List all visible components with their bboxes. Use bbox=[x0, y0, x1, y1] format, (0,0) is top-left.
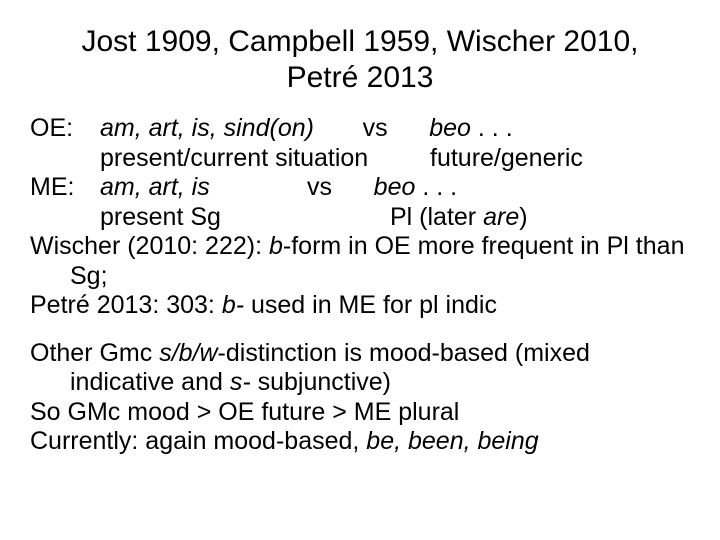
me-vs: vs bbox=[210, 173, 374, 201]
slide: Jost 1909, Campbell 1959, Wischer 2010, … bbox=[0, 0, 720, 540]
me-line1: am, art, is vs beo . . . bbox=[100, 173, 690, 203]
oe-left: present/current situation bbox=[100, 144, 430, 174]
spacer bbox=[30, 321, 690, 339]
me-right: Pl (later are) bbox=[390, 203, 528, 233]
slide-title: Jost 1909, Campbell 1959, Wischer 2010, … bbox=[30, 24, 690, 96]
oe-dots: . . . bbox=[471, 114, 513, 142]
petre-line: Petré 2013: 303: b- used in ME for pl in… bbox=[30, 291, 690, 321]
me-beo: beo bbox=[374, 173, 416, 201]
oe-right: future/generic bbox=[430, 144, 583, 174]
wischer-line: Wischer (2010: 222): b-form in OE more f… bbox=[30, 232, 690, 291]
title-line-2: Petré 2013 bbox=[287, 61, 434, 94]
oe-vs: vs bbox=[314, 114, 429, 142]
oe-forms: am, art, is, sind(on) bbox=[100, 114, 314, 142]
me-label: ME: bbox=[30, 173, 100, 203]
oe-row-1: OE: am, art, is, sind(on) vs beo . . . bbox=[30, 114, 690, 144]
me-line2: present SgPl (later are) bbox=[100, 203, 690, 233]
me-row-2: present SgPl (later are) bbox=[30, 203, 690, 233]
oe-line1: am, art, is, sind(on) vs beo . . . bbox=[100, 114, 690, 144]
oe-beo: beo bbox=[429, 114, 471, 142]
me-row-1: ME: am, art, is vs beo . . . bbox=[30, 173, 690, 203]
slide-body: OE: am, art, is, sind(on) vs beo . . . p… bbox=[30, 114, 690, 457]
me-left: present Sg bbox=[100, 203, 390, 233]
me-forms: am, art, is bbox=[100, 173, 210, 201]
oe-row-2: present/current situationfuture/generic bbox=[30, 144, 690, 174]
oe-line2: present/current situationfuture/generic bbox=[100, 144, 690, 174]
me-dots: . . . bbox=[415, 173, 457, 201]
other-line: Other Gmc s/b/w-distinction is mood-base… bbox=[30, 339, 690, 398]
oe-label: OE: bbox=[30, 114, 100, 144]
currently-line: Currently: again mood-based, be, been, b… bbox=[30, 427, 690, 457]
title-line-1: Jost 1909, Campbell 1959, Wischer 2010, bbox=[82, 25, 639, 58]
so-line: So GMc mood > OE future > ME plural bbox=[30, 398, 690, 428]
